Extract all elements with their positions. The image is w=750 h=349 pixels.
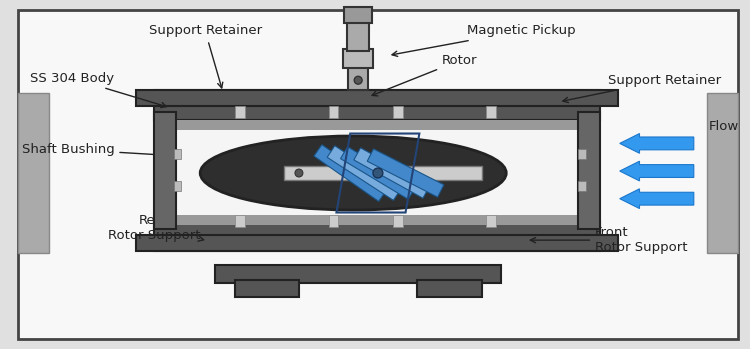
Circle shape <box>295 169 303 177</box>
Text: Magnetic Pickup: Magnetic Pickup <box>392 24 575 57</box>
Bar <box>156 215 598 225</box>
Bar <box>154 90 600 120</box>
Ellipse shape <box>200 136 506 210</box>
FancyArrow shape <box>620 189 694 209</box>
Text: Shaft Bushing: Shaft Bushing <box>22 143 196 159</box>
Bar <box>578 149 586 159</box>
Bar <box>136 235 618 251</box>
Bar <box>156 120 598 129</box>
Bar <box>235 106 244 118</box>
Polygon shape <box>340 147 416 199</box>
Bar <box>235 215 244 227</box>
Bar <box>578 181 586 191</box>
Bar <box>173 181 182 191</box>
Bar <box>235 280 299 297</box>
Bar <box>215 265 501 283</box>
Polygon shape <box>368 149 444 197</box>
FancyArrow shape <box>620 161 694 181</box>
Bar <box>154 112 176 229</box>
Circle shape <box>373 168 382 178</box>
Text: SS 304 Body: SS 304 Body <box>30 72 166 107</box>
Text: Rotor: Rotor <box>372 54 478 96</box>
Bar <box>393 215 403 227</box>
Bar <box>348 65 368 90</box>
Text: Flow: Flow <box>709 120 739 133</box>
FancyArrow shape <box>620 134 694 153</box>
Bar <box>328 106 338 118</box>
Text: Front
Rotor Support: Front Rotor Support <box>530 226 688 254</box>
Bar <box>487 106 496 118</box>
Bar <box>347 21 369 51</box>
Bar <box>487 215 496 227</box>
Bar <box>393 106 403 118</box>
Bar <box>578 112 600 229</box>
Bar <box>17 93 50 253</box>
Text: Support Retainer: Support Retainer <box>562 74 721 103</box>
Polygon shape <box>327 146 401 200</box>
Bar <box>344 7 372 23</box>
Bar <box>136 90 618 106</box>
Bar <box>328 215 338 227</box>
Bar <box>154 221 600 251</box>
Bar <box>344 49 373 68</box>
Bar <box>173 149 182 159</box>
Bar <box>284 166 482 180</box>
Text: Rear
Rotor Support: Rear Rotor Support <box>107 214 204 242</box>
Bar <box>156 129 598 215</box>
Bar <box>154 108 600 233</box>
Polygon shape <box>354 148 430 198</box>
Text: Support Retainer: Support Retainer <box>148 24 262 88</box>
Circle shape <box>344 169 352 177</box>
Bar <box>706 93 738 253</box>
Bar <box>418 280 482 297</box>
Circle shape <box>354 76 362 84</box>
Polygon shape <box>314 145 386 201</box>
